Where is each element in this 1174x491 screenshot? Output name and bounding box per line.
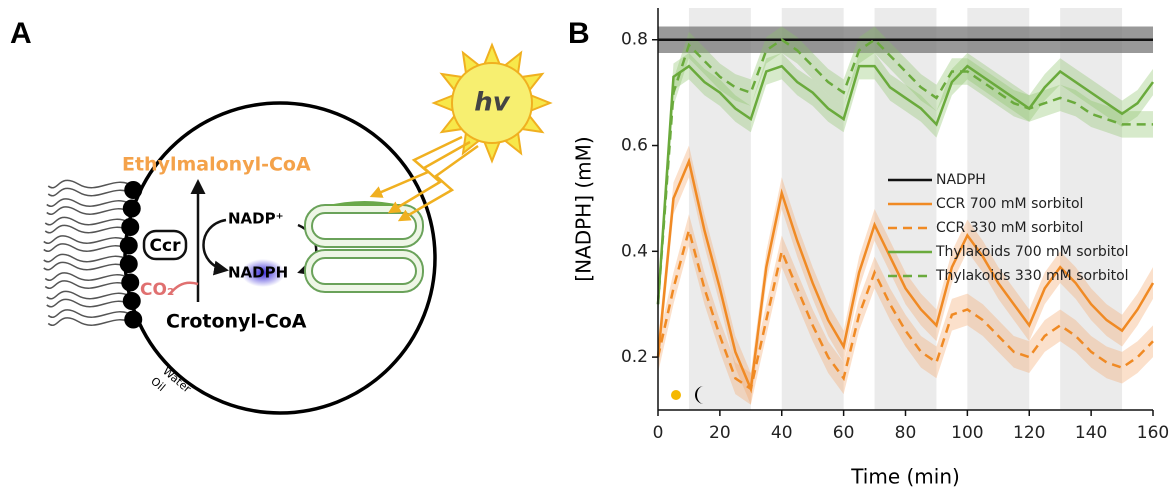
nadp: NADP⁺: [228, 210, 284, 228]
dark-icon: [695, 386, 704, 404]
y-tick-label: 0.6: [621, 136, 648, 156]
dark-period: [874, 8, 937, 410]
lipid-tail: [43, 253, 130, 263]
x-tick-label: 160: [1137, 423, 1169, 443]
thylakoid: [304, 201, 424, 293]
lipid-tail: [43, 235, 130, 244]
lipid-tail: [46, 290, 133, 300]
lipid-tail: [47, 317, 134, 326]
x-tick-label: 40: [771, 423, 793, 443]
lipid-head: [124, 310, 143, 329]
data-line: [656, 225, 1154, 391]
light-icon: [671, 390, 681, 400]
lipid-tail: [44, 272, 131, 281]
data-line: [656, 38, 1153, 305]
lipid-tail: [44, 280, 131, 289]
lipid-tail: [47, 179, 134, 189]
light-rays: [369, 135, 479, 222]
y-tick-label: 0.4: [621, 241, 648, 261]
lipid-tail: [43, 261, 130, 271]
substrate: Crotonyl-CoA: [166, 311, 307, 333]
lipid-head: [124, 181, 143, 199]
panel-label: B: [568, 17, 590, 50]
x-tick-label: 80: [895, 423, 917, 443]
lipid-head: [122, 292, 141, 310]
x-axis-label: Time (min): [850, 465, 960, 489]
product: Ethylmalonyl-CoA: [122, 154, 311, 176]
lipid-head: [119, 236, 138, 255]
surfactants: [43, 179, 143, 329]
co2-arrow: [169, 281, 199, 295]
enzyme-box: [142, 229, 188, 261]
x-tick-label: 20: [709, 423, 731, 443]
panel-b: B 0.2 0.4 0.6 0.8 0 20 40 60 80 100 120 140 160 Time …: [568, 8, 1169, 489]
legend-label: NADPH: [936, 172, 986, 188]
x-tick-label: 100: [951, 423, 983, 443]
lipid-tail: [46, 198, 133, 207]
legend-label: CCR 700 mM sorbitol: [936, 196, 1083, 212]
data-line: [656, 64, 1155, 305]
dark-period: [1060, 8, 1123, 410]
water-label: Water: [160, 365, 194, 396]
error-band: [658, 26, 1153, 318]
x-tick-label: 140: [1075, 423, 1107, 443]
lipid-tail: [43, 243, 130, 252]
error-band: [658, 214, 1153, 405]
lipid-head: [122, 199, 141, 218]
y-tick-label: 0.8: [621, 30, 648, 50]
data-line: [656, 157, 1155, 394]
legend-label: Thylakoids 700 mM sorbitol: [935, 244, 1129, 260]
x-tick-label: 60: [833, 423, 855, 443]
x-tick-label: 120: [1013, 423, 1045, 443]
legend-label: Thylakoids 330 mM sorbitol: [935, 268, 1129, 284]
legend-label: CCR 330 mM sorbitol: [936, 220, 1083, 236]
sun: [431, 42, 553, 164]
x-tick-label: 0: [653, 423, 664, 443]
co2: CO₂: [140, 280, 174, 300]
lipid-head: [119, 255, 138, 273]
lipid-tail: [44, 224, 131, 234]
lipid-tail: [46, 206, 133, 215]
panel-label: A: [10, 17, 32, 50]
hv: hv: [474, 88, 511, 118]
dark-period: [967, 8, 1030, 410]
nadph: NADPH: [228, 264, 288, 282]
lipid-head: [121, 218, 140, 236]
lipid-tail: [44, 216, 131, 226]
nadph-glow: [241, 259, 285, 287]
cofactor-arrow: [202, 218, 229, 276]
error-band: [658, 52, 1153, 318]
lipid-tail: [47, 309, 134, 318]
panel-a: A Ccr Ethylmalonyl-CoA NADP⁺ NADPH CO₂ C…: [10, 17, 553, 415]
lipid-tail: [46, 298, 133, 308]
lipid-tail: [47, 187, 134, 197]
enzyme: Ccr: [150, 236, 182, 256]
lipid-head: [121, 273, 140, 292]
y-tick-label: 0.2: [621, 347, 648, 367]
y-axis-label: [NADPH] (mM): [572, 136, 596, 281]
